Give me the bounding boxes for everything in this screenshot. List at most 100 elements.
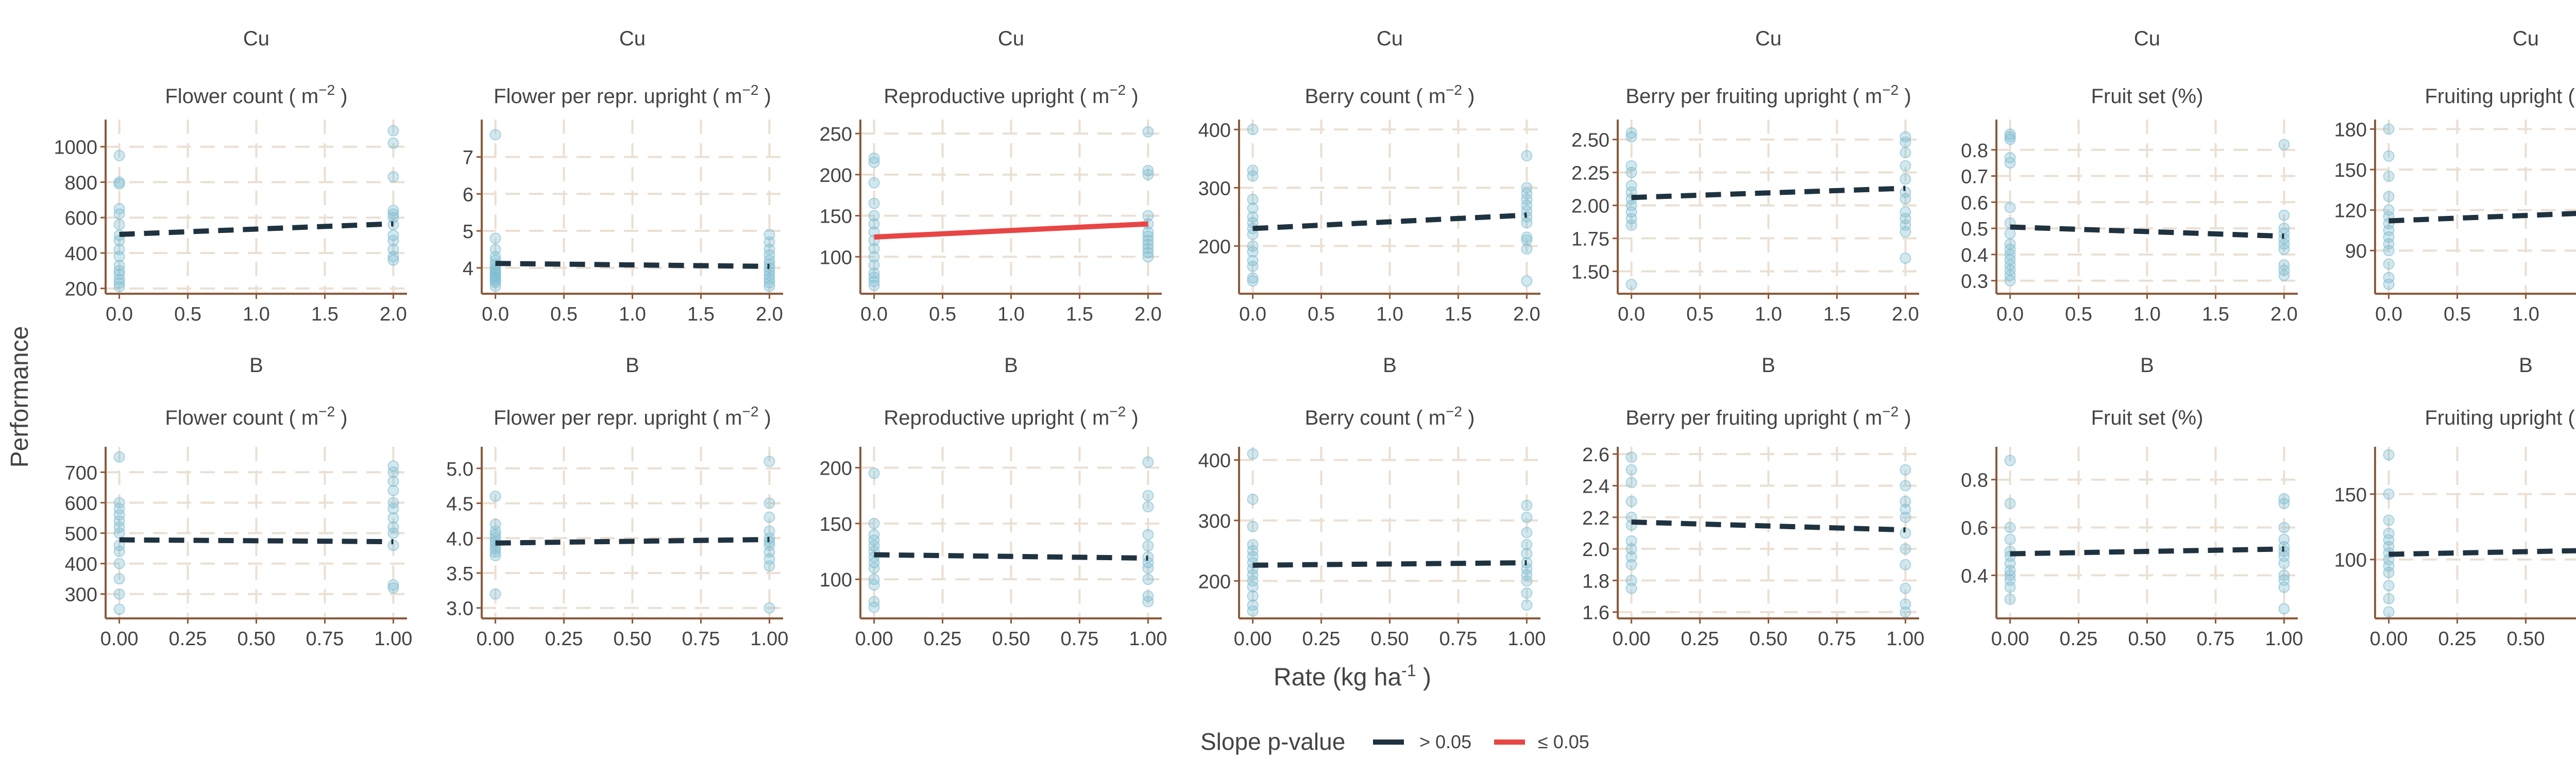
x-tick-label: 0.0 xyxy=(2375,304,2402,325)
panel-title-unit-close: ) xyxy=(1462,85,1475,108)
panel-element-label: B xyxy=(2140,354,2154,377)
data-point xyxy=(868,251,880,263)
data-point xyxy=(2383,278,2395,290)
panel-b-2: B Flower per repr. upright ( m−2 ) 3.0 3.5 4… xyxy=(446,354,788,650)
data-point xyxy=(1247,275,1259,287)
x-tick-label: 0.0 xyxy=(1618,304,1645,325)
x-tick-label: 0.25 xyxy=(2060,628,2098,650)
data-point xyxy=(1521,182,1533,194)
y-tick-label: 0.5 xyxy=(1961,219,1988,240)
data-point xyxy=(387,521,399,533)
data-point xyxy=(1625,543,1637,555)
x-tick-label: 1.0 xyxy=(1376,304,1403,325)
panel-title-unit-open: ( m xyxy=(1846,85,1882,108)
x-tick-label: 2.0 xyxy=(2270,304,2298,325)
panel-title-unit-open: ( m xyxy=(707,407,742,429)
panel-title-unit-close: ) xyxy=(1899,407,1911,429)
data-point xyxy=(1142,574,1154,585)
data-point xyxy=(2278,139,2290,150)
data-point xyxy=(1247,551,1259,563)
data-point xyxy=(1247,124,1259,136)
y-tick-label: 600 xyxy=(65,493,97,514)
x-tick-label: 1.5 xyxy=(1066,304,1093,325)
data-point xyxy=(2004,131,2016,143)
panel-title: Berry count ( m−2 ) xyxy=(1305,82,1475,108)
panel-title: Fruit set (%) xyxy=(2091,85,2204,108)
panel-cu-2: Cu Flower per repr. upright ( m−2 ) 4 5 6 7 0.… xyxy=(463,27,783,325)
panel-element-label: B xyxy=(1004,354,1018,377)
data-point xyxy=(1900,173,1911,185)
panel-title-name: Berry per fruiting upright xyxy=(1625,407,1846,429)
y-tick-label: 1.6 xyxy=(1582,602,1609,624)
x-axis-label-sup: -1 xyxy=(1401,661,1416,680)
y-tick-label: 200 xyxy=(1198,236,1231,258)
data-point xyxy=(868,177,880,189)
panel-element-label: B xyxy=(1383,354,1397,377)
panel-title-name: Flower per repr. upright xyxy=(494,407,707,429)
y-tick-label: 150 xyxy=(2334,160,2367,181)
data-point xyxy=(1247,569,1259,581)
x-tick-label: 1.0 xyxy=(1755,304,1782,325)
data-point xyxy=(1142,596,1154,608)
panel-title-unit-close: ) xyxy=(1899,85,1911,108)
data-point xyxy=(2383,123,2395,135)
y-tick-label: 150 xyxy=(820,206,852,228)
x-axis-label-end: ) xyxy=(1416,664,1431,691)
data-point xyxy=(1142,126,1154,138)
panel-b-3: B Reproductive upright ( m−2 ) 100 150 200 0.… xyxy=(820,354,1167,650)
data-point xyxy=(2278,270,2290,281)
data-point xyxy=(1625,551,1637,563)
x-tick-label: 0.5 xyxy=(2444,304,2471,325)
data-point xyxy=(387,254,399,266)
panel-title-unit-open: ( m xyxy=(2562,85,2576,108)
fit-line-nonsignificant xyxy=(2388,548,2576,557)
y-tick-label: 2.00 xyxy=(1571,196,1609,217)
x-tick-label: 1.00 xyxy=(1129,628,1167,650)
data-point xyxy=(1900,559,1911,570)
data-point xyxy=(2004,522,2016,533)
data-point xyxy=(1142,247,1154,259)
data-point xyxy=(113,497,125,509)
data-point xyxy=(1521,193,1533,205)
data-point xyxy=(2004,455,2016,466)
data-point xyxy=(2383,150,2395,162)
data-point xyxy=(1521,575,1533,587)
x-tick-label: 1.0 xyxy=(243,304,270,325)
panel-element-label: Cu xyxy=(1755,27,1782,50)
data-point xyxy=(2004,533,2016,545)
data-point xyxy=(1142,169,1154,180)
data-point xyxy=(1900,464,1911,476)
fit-line-nonsignificant xyxy=(1631,519,1906,533)
data-point xyxy=(2004,228,2016,240)
y-tick-label: 1.8 xyxy=(1582,570,1609,592)
fit-line-nonsignificant xyxy=(119,537,394,545)
y-tick-label: 250 xyxy=(820,124,852,145)
x-tick-label: 0.75 xyxy=(682,628,720,650)
data-point xyxy=(2383,171,2395,182)
y-tick-label: 2.6 xyxy=(1582,444,1609,466)
data-point xyxy=(113,234,125,246)
x-tick-label: 0.25 xyxy=(1681,628,1719,650)
panel-element-label: Cu xyxy=(2134,27,2160,50)
data-point xyxy=(1247,605,1259,617)
panel-title-unit-close: ) xyxy=(335,407,347,429)
y-tick-label: 6 xyxy=(463,184,473,206)
x-tick-label: 1.0 xyxy=(997,304,1025,325)
panel-cu-3: Cu Reproductive upright ( m−2 ) 100 150 200 2… xyxy=(820,27,1162,325)
data-point xyxy=(1521,188,1533,199)
x-tick-label: 0.5 xyxy=(1686,304,1714,325)
y-tick-label: 800 xyxy=(65,172,97,194)
panel-title: Berry per fruiting upright ( m−2 ) xyxy=(1625,404,1911,429)
data-point xyxy=(764,497,775,509)
y-tick-label: 3.5 xyxy=(446,563,473,585)
panel-element-label: Cu xyxy=(243,27,269,50)
data-point xyxy=(113,219,125,230)
data-point xyxy=(2383,593,2395,604)
data-point xyxy=(1521,234,1533,246)
panel-title-name: Fruit set (%) xyxy=(2091,407,2204,429)
data-point xyxy=(2004,593,2016,605)
data-point xyxy=(1900,480,1911,492)
x-tick-label: 0.5 xyxy=(550,304,578,325)
data-point xyxy=(489,277,501,289)
